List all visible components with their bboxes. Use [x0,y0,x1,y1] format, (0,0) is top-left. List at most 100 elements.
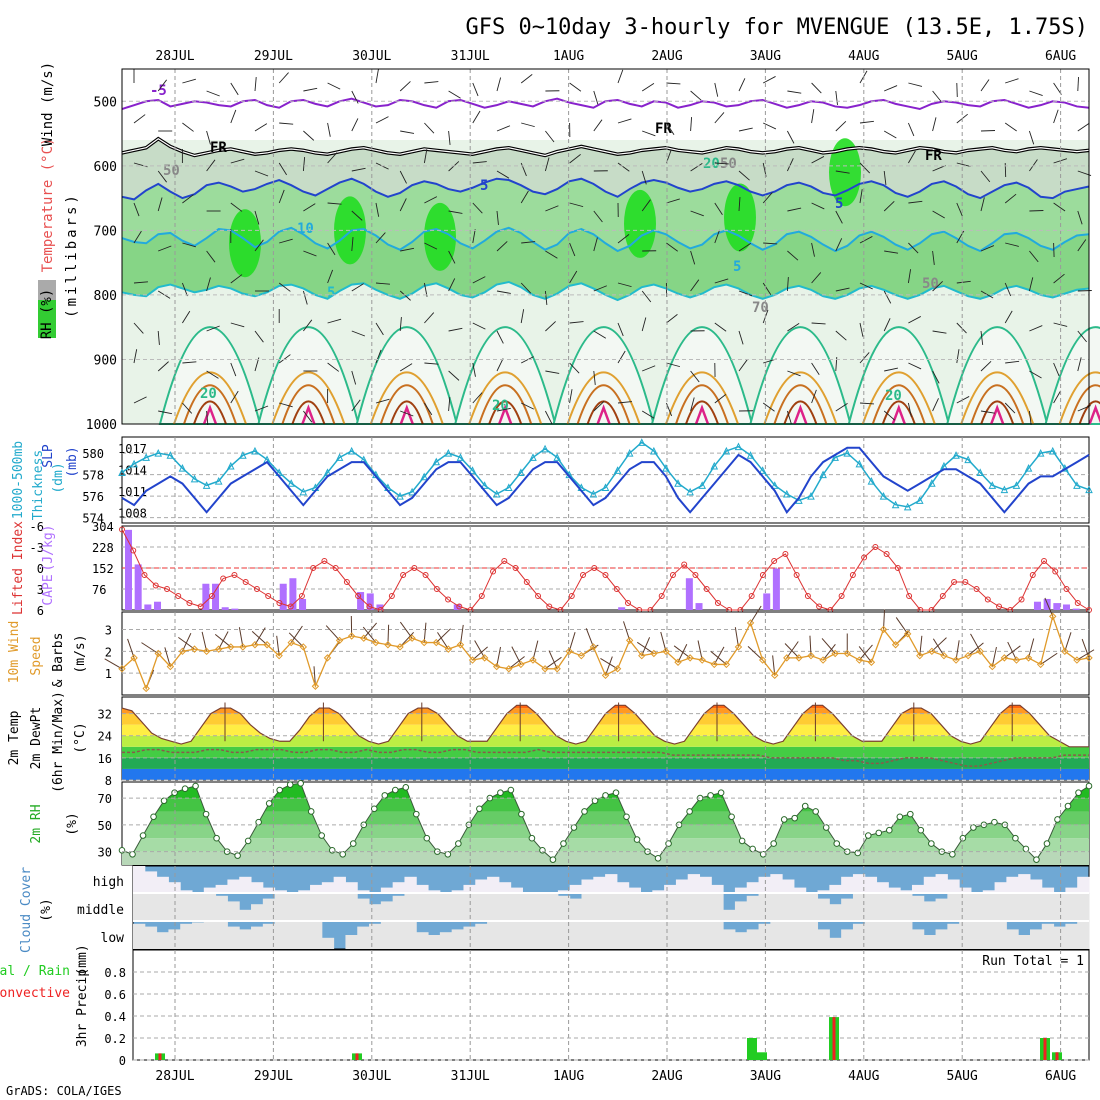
wind10-speed-line [121,614,1090,691]
wind10-barb [1007,641,1017,661]
wind-barb [1053,202,1066,212]
wind10-barb [511,646,522,665]
cloud-cell [723,909,736,921]
cloud-cell [404,876,417,893]
temperature-contour-line [121,177,1090,201]
wind-barb [182,402,193,414]
wind10-point [118,665,126,673]
cloud-cell [841,898,854,921]
rh2m-point [423,834,431,842]
rh2m-point [129,850,136,858]
wind10-barb [858,646,872,663]
wind-barb [133,202,140,217]
thickness-point [299,487,308,496]
cloud-cell [593,921,606,949]
wind-barb [157,330,160,345]
wind-barb [1077,122,1090,132]
wind10-point [480,654,489,662]
wind-barb [932,398,939,412]
thickness-point [903,502,912,511]
wind-barb [1053,109,1059,124]
cloud-cell [734,901,748,921]
wind10-point [1061,647,1069,656]
thickness-tick-label: 576 [82,490,104,504]
li-point [1029,572,1036,578]
thickness-point [976,468,985,476]
wind-barb [278,282,291,292]
thickness-point [698,481,707,489]
li-point [343,579,350,585]
rh-label: RH (%) [39,289,55,340]
cloud-cell [428,890,441,893]
rh-cell-bright [624,189,656,258]
wind-barb [158,245,172,252]
cloud-cell [357,926,370,949]
wind-barb [303,410,313,423]
rh2m-point [539,846,546,854]
cloud-cell [805,921,819,949]
rh2m-point [1033,856,1040,863]
temperature-contour-warm [468,371,543,425]
rh2m-point [833,840,841,847]
wind10-point [589,643,598,651]
cloud-unit: (%) [39,898,54,921]
pressure-tick-label: 1000 [86,418,117,433]
wind-barb [908,200,923,204]
rh2m-point [1012,834,1019,842]
cloud-cell [923,876,937,893]
wind-barb [714,278,729,284]
thickness-point [662,464,670,472]
temperature-contour-warm [665,371,739,425]
rh2m-point [864,832,872,839]
wind-barb [351,90,359,104]
li-point [748,593,755,599]
wind10-point [625,636,634,645]
thickness-slp-panel: 574 576 578 580 1008 1011 1014 1017 Thickness 1… [11,436,1093,526]
wind10-barb [548,650,558,669]
li-point [445,596,452,603]
thickness-point [746,451,755,459]
li-point [276,600,283,606]
wind10-point [1049,612,1057,621]
wind-barb [206,250,216,263]
thickness-point [722,446,731,455]
cloud-cell [829,884,842,893]
rh2m-point [528,834,536,842]
wind-barb [762,282,772,295]
temperature-contour-warm [271,371,346,425]
wind10-point [674,658,682,666]
date-label-top: 31JUL [451,49,490,64]
cloud-cell [498,921,512,949]
cloud-cell [392,921,405,949]
wind-barb [908,242,919,254]
cloud-cell [959,921,972,949]
pressure-tick-label: 700 [94,224,117,239]
wind-barb [1053,273,1065,284]
cape-bar [279,583,287,610]
li-point [119,526,125,533]
wind10-point [855,656,864,664]
cloud-cell [1018,935,1031,949]
date-label-bottom: 4AUG [848,1069,879,1084]
cloud-cell [286,893,299,921]
wind-barb [303,87,318,92]
cloud-cell [699,876,712,893]
wind10-barb [931,637,947,652]
wind10-barb [104,658,123,670]
li-point [163,586,170,592]
li-point [433,586,440,592]
wind-barb [714,162,729,165]
wind-barb [182,194,194,204]
rh2m-point [234,852,241,859]
wind-barb [1053,390,1061,404]
slp-tick-label: 1017 [118,442,147,456]
cloud-cell [675,893,689,921]
cape-tick-label: 152 [92,562,114,576]
thickness-point [1012,481,1021,489]
wind10-point [879,625,888,634]
rh2m-point [1022,845,1030,853]
thickness-point [637,438,646,446]
wind10-barb [734,627,739,648]
cloud-cell [628,887,642,893]
cloud-cell [439,893,453,921]
